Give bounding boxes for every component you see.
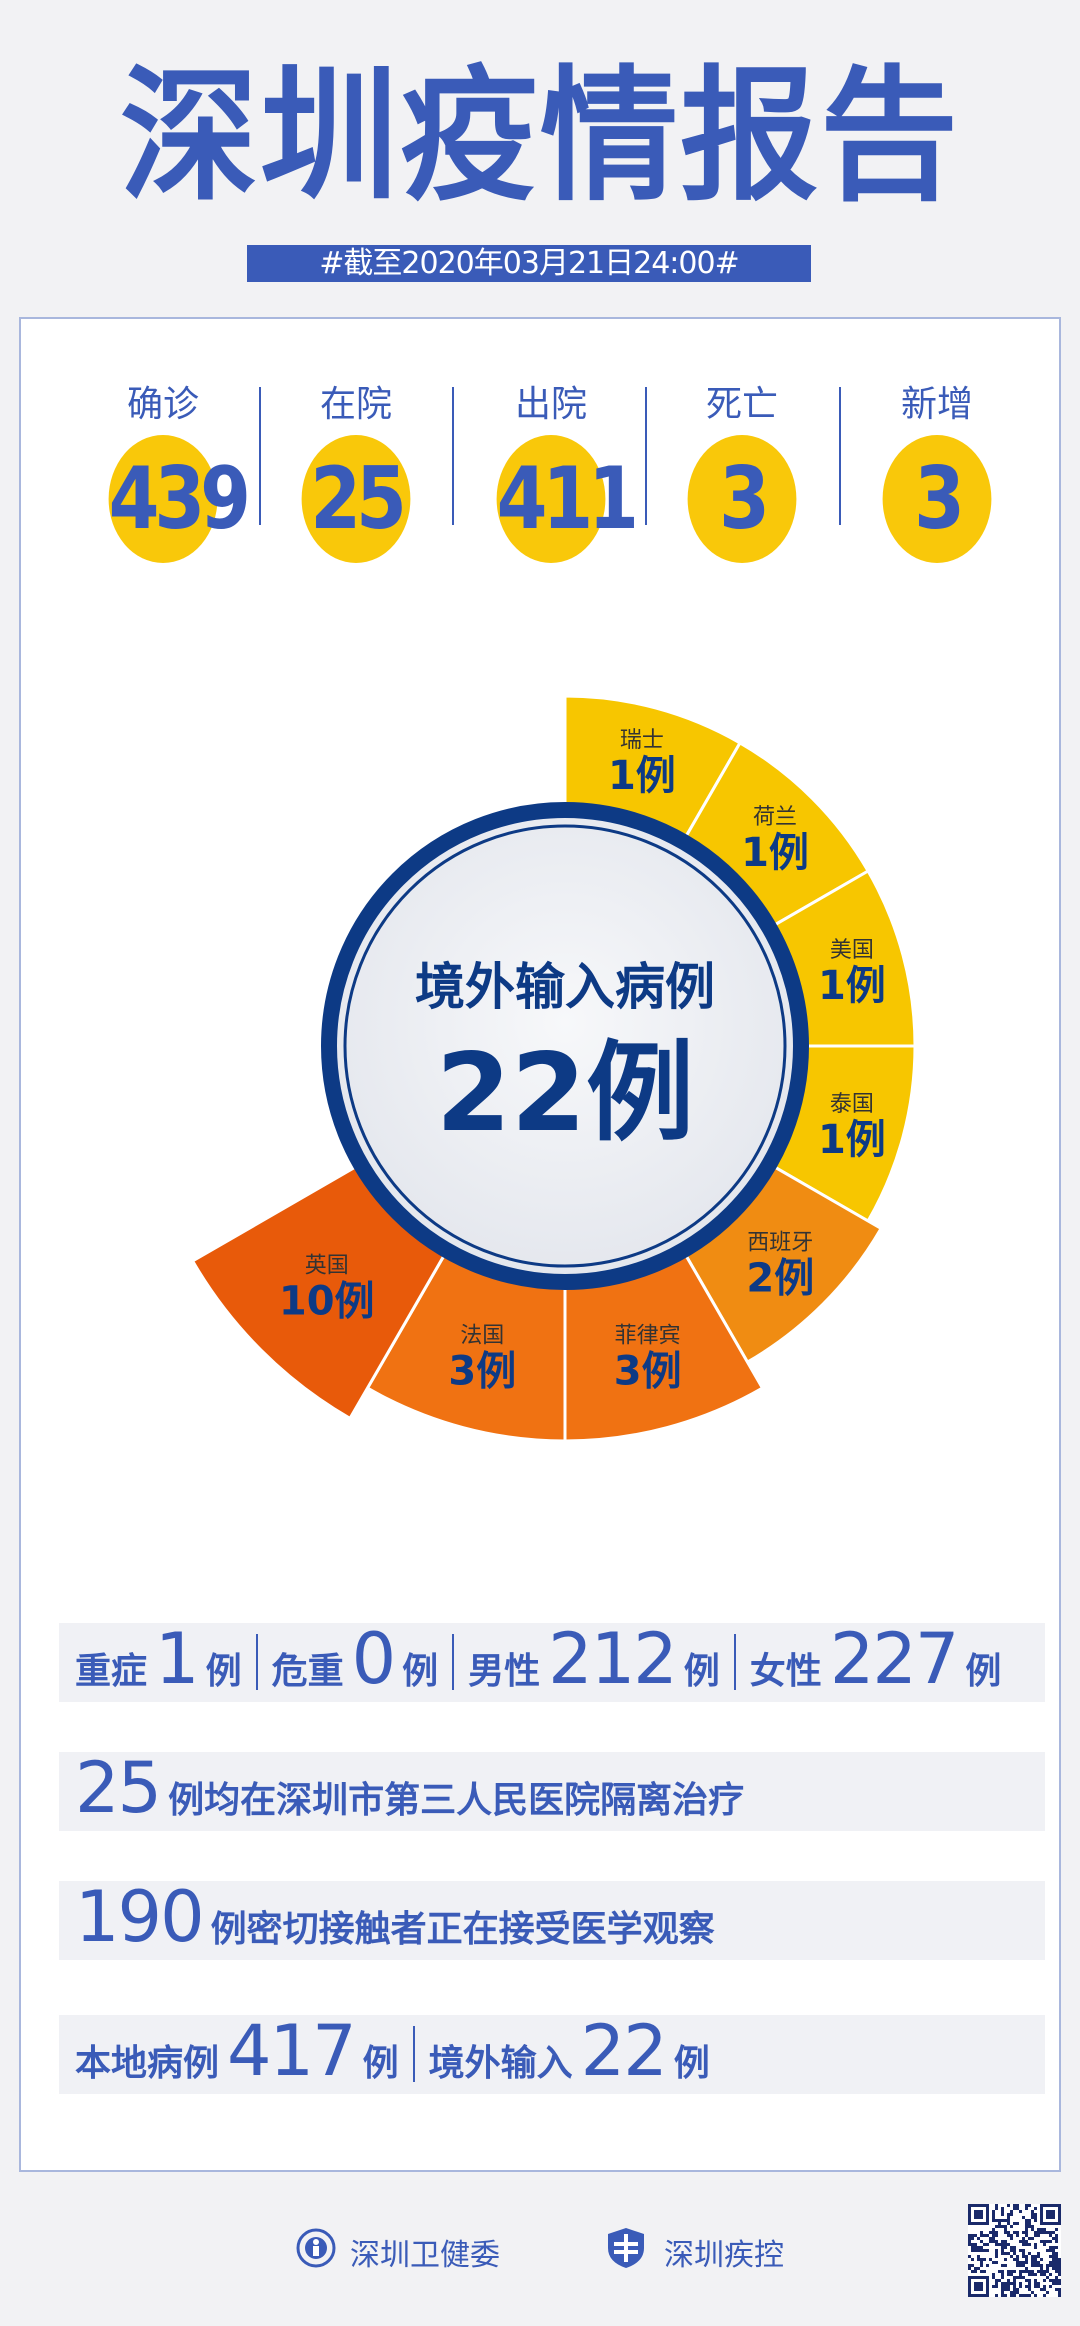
divider — [452, 387, 454, 525]
male-label: 男性 — [468, 1651, 541, 1692]
contacts-row: 190 例密切接触者正在接受医学观察 — [59, 1881, 1045, 1960]
segment-value: 10例 — [279, 1278, 375, 1324]
unit: 例 — [683, 1651, 720, 1692]
stat-label: 死亡 — [705, 384, 778, 425]
stat-new: 新增 3 — [847, 380, 1027, 563]
hospital-row: 25 例均在深圳市第三人民医院隔离治疗 — [59, 1752, 1045, 1831]
segment-label: 泰国 — [830, 1092, 874, 1117]
footer-org2: 深圳疾控 — [664, 2238, 784, 2273]
segment-value: 1例 — [741, 830, 809, 876]
local-count: 417 — [227, 2010, 357, 2092]
divider — [733, 1634, 736, 1690]
segment-label: 菲律宾 — [615, 1324, 681, 1349]
imported-label: 境外输入 — [428, 2043, 573, 2084]
female-label: 女性 — [749, 1651, 822, 1692]
qr-code-icon[interactable] — [968, 2204, 1061, 2297]
unit: 例 — [965, 1651, 1002, 1692]
hospital-count: 25 — [75, 1747, 162, 1829]
stat-confirmed: 确诊 439 — [73, 380, 253, 563]
female-count: 227 — [829, 1618, 960, 1700]
stat-label: 确诊 — [126, 384, 199, 425]
stat-value: 3 — [882, 435, 992, 563]
segment-label: 法国 — [460, 1324, 504, 1349]
contacts-count: 190 — [75, 1876, 205, 1958]
segment-value: 1例 — [818, 963, 886, 1009]
footer-org1: 深圳卫健委 — [350, 2238, 500, 2273]
stat-label: 在院 — [319, 384, 392, 425]
stat-discharged: 出院 411 — [461, 380, 641, 563]
stat-deaths: 死亡 3 — [652, 380, 832, 563]
origin-row: 本地病例 417 例 境外输入 22 例 — [59, 2015, 1045, 2094]
male-count: 212 — [548, 1618, 678, 1700]
divider — [839, 387, 841, 525]
unit: 例 — [362, 2043, 399, 2084]
contacts-text: 例密切接触者正在接受医学观察 — [210, 1909, 715, 1950]
segment-label: 瑞士 — [620, 728, 664, 753]
severe-count: 1 — [155, 1618, 200, 1700]
divider — [452, 1634, 455, 1690]
segment-label: 荷兰 — [753, 805, 797, 830]
segment-value: 1例 — [608, 753, 676, 799]
segment-label: 西班牙 — [747, 1230, 813, 1255]
stat-label: 出院 — [514, 384, 587, 425]
stat-label: 新增 — [900, 384, 973, 425]
stat-value: 439 — [108, 435, 251, 563]
center-inner-ring — [343, 824, 787, 1268]
divider — [259, 387, 261, 525]
severe-label: 重症 — [75, 1651, 148, 1692]
segment-value: 3例 — [448, 1349, 516, 1395]
segment-value: 2例 — [746, 1255, 814, 1301]
segment-label: 英国 — [305, 1253, 349, 1278]
center-circle — [321, 802, 809, 1290]
segment-label: 美国 — [830, 938, 874, 963]
stat-value: 3 — [687, 435, 797, 563]
divider — [412, 2026, 415, 2082]
unit: 例 — [402, 1651, 439, 1692]
center-title: 境外输入病例 — [415, 958, 715, 1016]
stat-value: 25 — [301, 435, 411, 563]
local-label: 本地病例 — [75, 2043, 220, 2084]
stat-value: 411 — [496, 435, 639, 563]
severity-gender-row: 重症 1 例 危重 0 例 男性 212 例 女性 227 例 — [59, 1623, 1045, 1702]
center-value: 22例 — [436, 1031, 694, 1156]
cdc-shield-logo-icon — [608, 2228, 644, 2268]
critical-count: 0 — [351, 1618, 397, 1700]
imported-count: 22 — [580, 2010, 668, 2092]
segment-value: 1例 — [818, 1117, 886, 1163]
hospital-text: 例均在深圳市第三人民医院隔离治疗 — [168, 1780, 745, 1821]
date-banner: #截至2020年03月21日24:00# — [247, 245, 811, 282]
divider — [645, 387, 647, 525]
unit: 例 — [205, 1651, 242, 1692]
segment-value: 3例 — [614, 1349, 682, 1395]
divider — [255, 1634, 258, 1690]
critical-label: 危重 — [271, 1651, 344, 1692]
stat-hospitalized: 在院 25 — [266, 380, 446, 563]
unit: 例 — [673, 2043, 710, 2084]
page-title: 深圳疫情报告 — [119, 51, 960, 222]
health-commission-logo-icon — [296, 2228, 336, 2268]
